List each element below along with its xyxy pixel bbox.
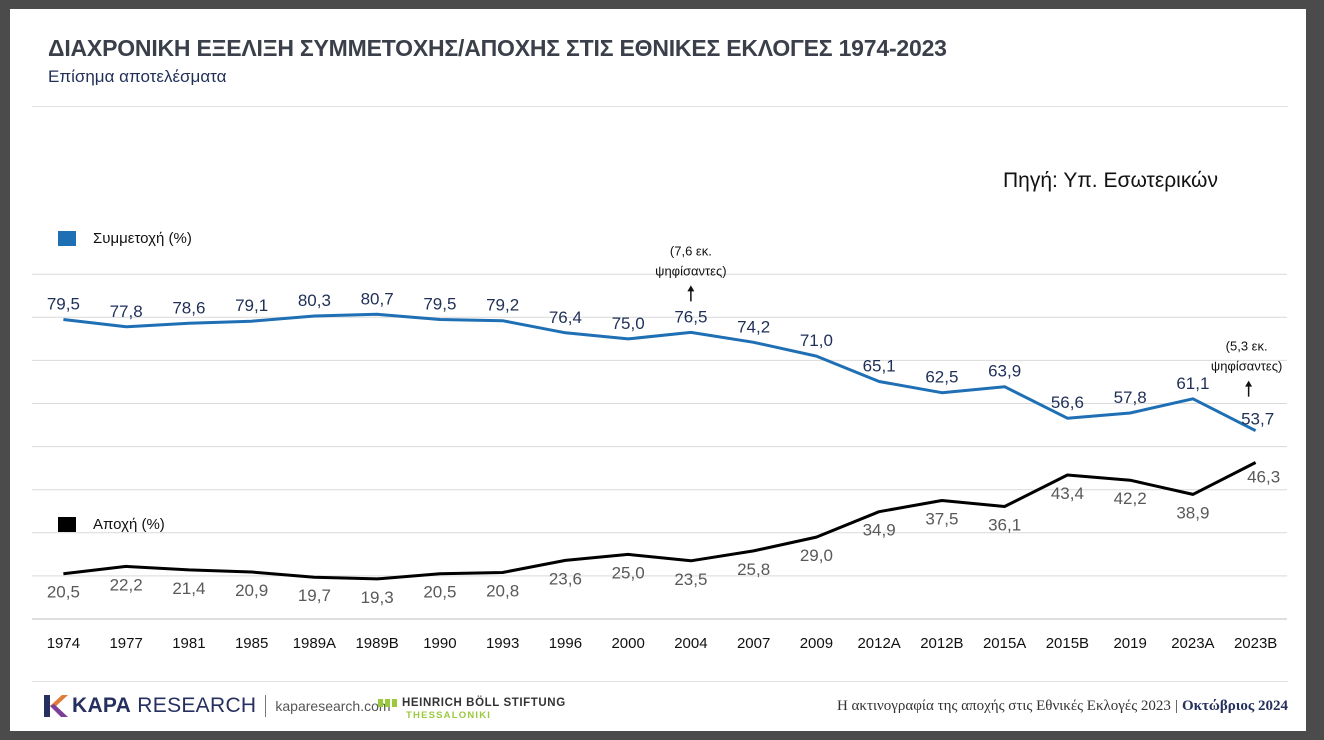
x-tick-label: 2023A: [1171, 635, 1214, 652]
abstention-data-label: 36,1: [988, 516, 1021, 535]
x-tick-label: 2007: [737, 635, 770, 652]
annotation-text: (7,6 εκ.: [670, 243, 712, 258]
participation-data-label: 75,0: [612, 314, 645, 333]
slide: ΔΙΑΧΡΟΝΙΚΗ ΕΞΕΛΙΞΗ ΣΥΜΜΕΤΟΧΗΣ/ΑΠΟΧΗΣ ΣΤΙ…: [10, 9, 1306, 731]
x-tick-label: 2015A: [983, 635, 1026, 652]
participation-data-label: 65,1: [863, 357, 896, 376]
abstention-data-label: 23,5: [674, 570, 707, 589]
abstention-data-label: 46,3: [1247, 468, 1280, 487]
participation-series-line: [63, 312, 1257, 433]
x-tick-label: 1989B: [355, 635, 398, 652]
legend-participation: Συμμετοχή (%): [58, 230, 192, 247]
legend-label-abstention: Αποχή (%): [93, 516, 165, 533]
abstention-data-label: 37,5: [925, 509, 958, 528]
x-tick-label: 1989A: [293, 635, 336, 652]
participation-data-label: 63,9: [988, 362, 1021, 381]
abstention-data-label: 29,0: [800, 546, 833, 565]
x-tick-label: 2012B: [920, 635, 963, 652]
participation-data-label: 57,8: [1114, 388, 1147, 407]
participation-data-label: 79,1: [235, 296, 268, 315]
abstention-data-label: 20,8: [486, 581, 519, 600]
x-tick-label: 1981: [172, 635, 205, 652]
x-tick-label: 1993: [486, 635, 519, 652]
abstention-data-label: 23,6: [549, 569, 582, 588]
participation-data-label: 71,0: [800, 331, 833, 350]
participation-data-label: 80,3: [298, 291, 331, 310]
abstention-data-label: 20,5: [423, 583, 456, 602]
x-tick-label: 1996: [549, 635, 582, 652]
annotation-arrowhead-icon: [687, 285, 695, 292]
participation-data-label: 61,1: [1176, 374, 1209, 393]
x-tick-label: 2000: [611, 635, 644, 652]
page-subtitle: Επίσημα αποτελέσματα: [48, 67, 227, 86]
x-tick-label: 2004: [674, 635, 707, 652]
participation-data-label: 78,6: [172, 298, 205, 317]
x-tick-label: 1974: [47, 635, 80, 652]
legend-swatch-participation: [58, 231, 76, 246]
abstention-data-label: 43,4: [1051, 484, 1084, 503]
annotation-text: ψηφίσαντες): [655, 263, 726, 278]
participation-data-label: 76,5: [674, 307, 707, 326]
footer-report-title: Η ακτινογραφία της αποχής στις Εθνικές Ε…: [836, 698, 1288, 714]
participation-data-label: 77,8: [110, 302, 143, 321]
legend-label-participation: Συμμετοχή (%): [93, 230, 192, 247]
abstention-data-label: 42,2: [1114, 489, 1147, 508]
partner-name: HEINRICH BÖLL STIFTUNG: [402, 697, 566, 709]
participation-data-label: 62,5: [925, 368, 958, 387]
x-tick-label: 1985: [235, 635, 268, 652]
participation-data-label: 80,7: [361, 289, 394, 308]
abstention-data-label: 34,9: [863, 521, 896, 540]
x-tick-label: 2019: [1113, 635, 1146, 652]
brand-separator: [265, 695, 267, 717]
legend-abstention: Αποχή (%): [58, 516, 165, 533]
x-tick-label: 2015B: [1046, 635, 1089, 652]
participation-data-label: 53,7: [1241, 410, 1274, 429]
footer-date: Οκτώβριος 2024: [1181, 698, 1288, 714]
participation-data-label: 56,6: [1051, 393, 1084, 412]
abstention-data-label: 25,8: [737, 560, 770, 579]
abstention-data-label: 19,3: [361, 588, 394, 607]
brand-url-link[interactable]: kaparesearch.com: [275, 698, 391, 714]
kapa-logo-icon: [44, 695, 68, 717]
abstention-data-label: 20,5: [47, 583, 80, 602]
x-tick-label: 1977: [109, 635, 142, 652]
abstention-series-line: [63, 461, 1257, 581]
participation-data-label: 79,2: [486, 296, 519, 315]
participation-data-label: 76,4: [549, 308, 582, 327]
kapa-research-brand[interactable]: KAPA RESEARCH kaparesearch.com: [42, 693, 391, 719]
source-note: Πηγή: Υπ. Εσωτερικών: [1003, 169, 1218, 192]
participation-data-label: 74,2: [737, 317, 770, 336]
brand-name: KAPA RESEARCH: [72, 694, 257, 717]
header-divider: [32, 106, 1288, 107]
footer-divider: [32, 681, 1288, 682]
abstention-data-label: 22,2: [110, 575, 143, 594]
x-tick-label: 2012A: [857, 635, 900, 652]
page-title: ΔΙΑΧΡΟΝΙΚΗ ΕΞΕΛΙΞΗ ΣΥΜΜΕΤΟΧΗΣ/ΑΠΟΧΗΣ ΣΤΙ…: [48, 35, 947, 61]
abstention-data-label: 25,0: [612, 563, 645, 582]
abstention-data-label: 19,7: [298, 586, 331, 605]
partner-city: THESSALONIKI: [406, 710, 492, 721]
participation-data-label: 79,5: [47, 294, 80, 313]
x-tick-label: 2009: [800, 635, 833, 652]
abstention-data-label: 20,9: [235, 581, 268, 600]
x-tick-label: 1990: [423, 635, 456, 652]
legend-swatch-abstention: [58, 517, 76, 532]
x-tick-label: 2023B: [1234, 635, 1277, 652]
abstention-data-label: 38,9: [1176, 503, 1209, 522]
participation-data-label: 79,5: [423, 294, 456, 313]
abstention-data-label: 21,4: [172, 579, 205, 598]
annotation-text: (5,3 εκ.: [1226, 339, 1268, 354]
annotation-text: ψηφίσαντες): [1211, 359, 1282, 374]
partner-mark-icon: [378, 699, 397, 707]
partner-logo: HEINRICH BÖLL STIFTUNG THESSALONIKI: [378, 697, 566, 721]
annotation-arrowhead-icon: [1245, 380, 1253, 387]
